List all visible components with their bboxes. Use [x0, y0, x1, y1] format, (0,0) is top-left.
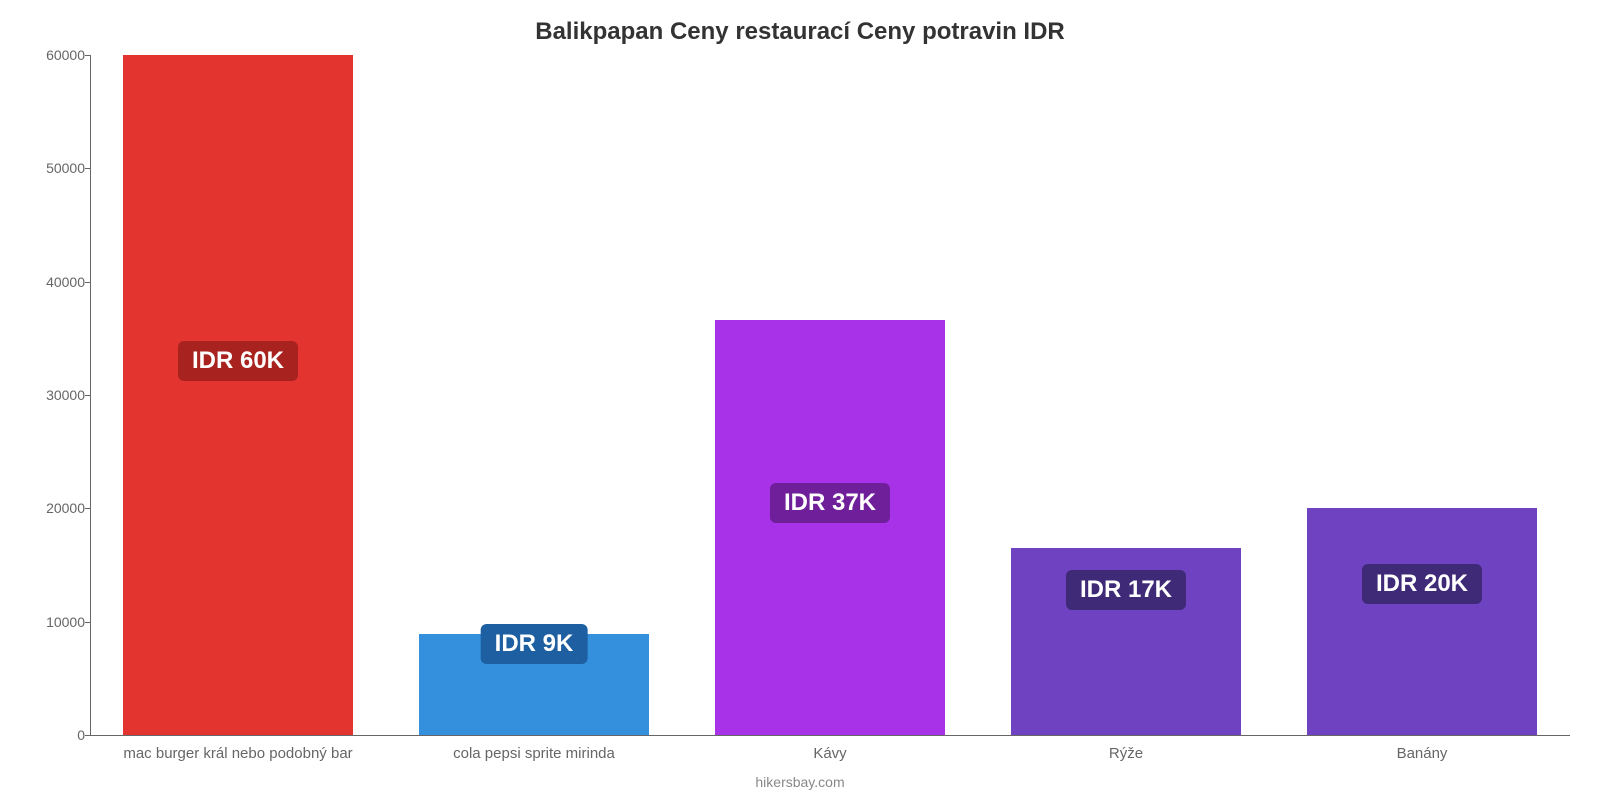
y-tick-label: 40000: [30, 274, 85, 290]
x-category-label: Rýže: [1109, 745, 1143, 762]
y-tick-label: 20000: [30, 500, 85, 516]
y-tick-mark: [85, 735, 90, 736]
value-badge: IDR 20K: [1362, 564, 1482, 604]
bar: [123, 55, 354, 735]
y-axis-line: [90, 55, 91, 735]
y-tick-label: 50000: [30, 160, 85, 176]
y-tick-mark: [85, 508, 90, 509]
x-category-label: mac burger král nebo podobný bar: [123, 745, 352, 762]
chart-title: Balikpapan Ceny restaurací Ceny potravin…: [0, 18, 1600, 46]
y-tick-label: 0: [30, 727, 85, 743]
y-tick-label: 60000: [30, 47, 85, 63]
x-category-label: Banány: [1397, 745, 1448, 762]
value-badge: IDR 17K: [1066, 570, 1186, 610]
plot-area: 0100002000030000400005000060000mac burge…: [90, 55, 1570, 735]
x-axis-baseline: [90, 735, 1570, 736]
value-badge: IDR 60K: [178, 341, 298, 381]
x-category-label: Kávy: [813, 745, 846, 762]
price-bar-chart: Balikpapan Ceny restaurací Ceny potravin…: [0, 0, 1600, 800]
y-tick-mark: [85, 395, 90, 396]
chart-footer: hikersbay.com: [0, 774, 1600, 790]
y-tick-mark: [85, 282, 90, 283]
x-category-label: cola pepsi sprite mirinda: [453, 745, 615, 762]
y-tick-mark: [85, 168, 90, 169]
y-tick-mark: [85, 622, 90, 623]
y-tick-label: 10000: [30, 614, 85, 630]
y-tick-label: 30000: [30, 387, 85, 403]
value-badge: IDR 37K: [770, 483, 890, 523]
value-badge: IDR 9K: [481, 624, 588, 664]
y-tick-mark: [85, 55, 90, 56]
bar: [1307, 508, 1538, 735]
bar: [715, 320, 946, 735]
